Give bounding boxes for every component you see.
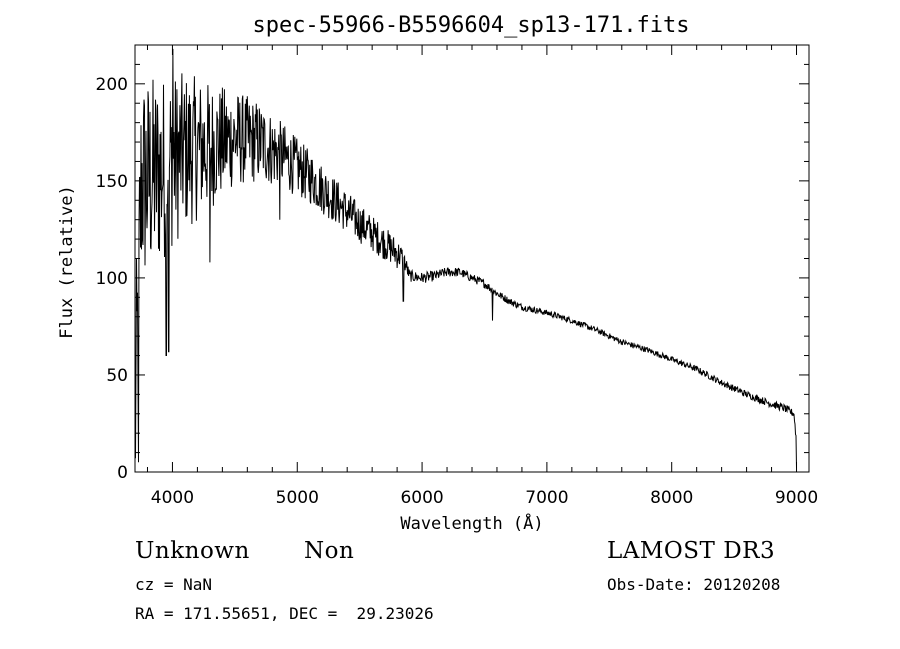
x-tick-label: 5000	[276, 488, 319, 508]
y-tick-label: 50	[106, 366, 128, 386]
survey-name: LAMOST DR3	[607, 538, 776, 564]
axes: 4000 5000 6000 7000 8000 9000 0 50 100 150 200	[96, 44, 818, 508]
object-class: Unknown	[135, 538, 250, 564]
redshift-text: cz = NaN	[135, 575, 213, 594]
observation-date: Obs-Date: 20120208	[607, 575, 781, 594]
y-axis-label: Flux (relative)	[57, 185, 77, 339]
spectrum-line	[134, 48, 797, 469]
chart-title: spec-55966-B5596604_sp13-171.fits	[252, 13, 689, 38]
x-axis-label: Wavelength (Å)	[400, 512, 543, 534]
y-tick-label: 200	[96, 75, 128, 95]
x-tick-label: 4000	[151, 488, 194, 508]
x-tick-label: 7000	[525, 488, 568, 508]
x-tick-label: 8000	[650, 488, 693, 508]
y-tick-label: 100	[96, 269, 128, 289]
x-tick-label: 6000	[400, 488, 443, 508]
plot-frame	[134, 44, 810, 473]
y-tick-label: 0	[117, 463, 128, 483]
y-tick-label: 150	[96, 172, 128, 192]
object-subclass: Non	[304, 538, 355, 564]
coordinates-text: RA = 171.55651, DEC = 29.23026	[135, 604, 434, 623]
x-tick-label: 9000	[775, 488, 818, 508]
